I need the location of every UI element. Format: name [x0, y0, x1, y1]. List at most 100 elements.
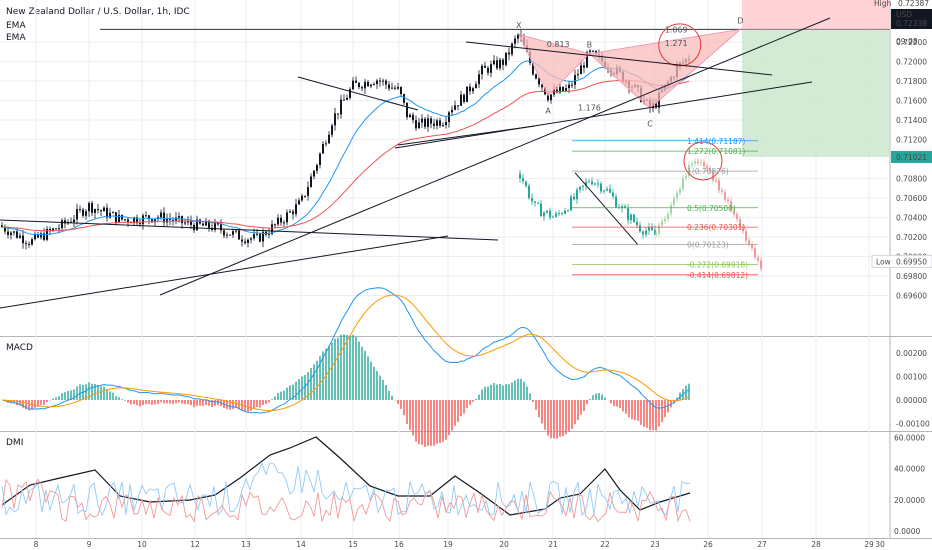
proj-body-18: [573, 196, 575, 200]
proj-body-24: [591, 181, 593, 185]
candle-body-125: [376, 80, 378, 85]
proj-body-49: [664, 219, 666, 222]
candle-body-163: [490, 64, 492, 73]
proj-body-29: [606, 188, 608, 191]
candle-body-57: [172, 219, 174, 222]
candle-body-123: [370, 84, 372, 87]
price-tick-3: 0.71600: [896, 97, 927, 106]
candle-body-157: [472, 88, 474, 92]
candle-body-81: [244, 241, 246, 244]
candle-body-68: [205, 220, 207, 226]
candle-body-60: [181, 215, 183, 224]
candle-body-32: [97, 209, 99, 211]
proj-body-76: [745, 231, 747, 241]
candle-body-138: [415, 120, 417, 129]
candle-body-23: [70, 221, 72, 223]
candle-body-116: [349, 89, 351, 98]
trendline-5: [465, 41, 773, 76]
candle-body-16: [49, 228, 51, 231]
candle-body-62: [187, 220, 189, 223]
trendline-1: [0, 235, 449, 309]
proj-body-3: [528, 185, 530, 198]
dmi-legend[interactable]: DMI: [6, 438, 24, 448]
candle-body-50: [151, 219, 153, 223]
candle-body-140: [421, 118, 423, 123]
candle-body-82: [247, 239, 249, 244]
price-tick-2: 0.71800: [896, 77, 927, 86]
candle-body-75: [226, 234, 228, 236]
candle-body-103: [310, 176, 312, 188]
proj-body-60: [697, 161, 699, 164]
proj-body-25: [594, 183, 596, 185]
candle-body-178: [535, 74, 537, 79]
candle-body-59: [178, 215, 180, 218]
proj-body-58: [691, 163, 693, 166]
candle-body-105: [316, 164, 318, 171]
di-plus-line: [1, 462, 691, 517]
candle-body-197: [592, 50, 594, 52]
candle-body-193: [580, 65, 582, 75]
candle-body-137: [412, 114, 414, 121]
candle-body-76: [229, 234, 231, 236]
candle-body-180: [541, 84, 543, 88]
candle-body-36: [109, 212, 111, 218]
candle-body-139: [418, 122, 420, 129]
candle-body-133: [400, 86, 402, 95]
candle-body-61: [184, 222, 186, 224]
proj-body-51: [670, 204, 672, 214]
macd-legend[interactable]: MACD: [6, 343, 33, 353]
proj-body-63: [706, 166, 708, 169]
low-label: Low: [876, 257, 891, 266]
ema-legend-1[interactable]: EMA: [6, 21, 26, 31]
time-tick-11: 22: [600, 540, 610, 549]
ema-legend-2[interactable]: EMA: [6, 33, 26, 43]
candle-body-38: [115, 212, 117, 223]
candle-body-185: [556, 89, 558, 93]
candle-body-112: [337, 113, 339, 115]
fib-level-label-7: -0.414(0.69812): [687, 271, 748, 280]
candle-body-7: [22, 235, 24, 244]
pattern-ratio-3: 1.176: [578, 103, 601, 112]
candle-body-153: [460, 94, 462, 106]
candle-body-65: [196, 219, 198, 231]
proj-body-31: [612, 192, 614, 197]
price-tick-12: 0.69600: [896, 292, 927, 301]
candle-body-4: [13, 231, 15, 233]
time-tick-2: 10: [137, 540, 147, 549]
proj-body-73: [736, 214, 738, 220]
candle-body-145: [436, 120, 438, 126]
candle-body-87: [262, 231, 264, 242]
proj-body-56: [685, 175, 687, 178]
proj-body-66: [715, 180, 717, 182]
candle-body-17: [52, 228, 54, 231]
proj-body-47: [658, 225, 660, 234]
candle-body-177: [532, 63, 534, 75]
proj-body-13: [558, 213, 560, 215]
candle-body-188: [565, 88, 567, 91]
candle-body-14: [43, 233, 45, 240]
candle-body-159: [478, 74, 480, 85]
trendline-6: [397, 125, 536, 146]
macd-tick-1: 0.00100: [896, 373, 927, 382]
candle-body-146: [439, 120, 441, 126]
candle-body-9: [28, 243, 30, 245]
proj-body-74: [739, 219, 741, 228]
candle-body-69: [208, 220, 210, 228]
candle-body-91: [274, 224, 276, 226]
candle-body-19: [58, 228, 60, 230]
time-tick-8: 19: [443, 540, 453, 549]
dmi-tick-3: 0.0000: [894, 527, 920, 536]
ratio-highlight-circle: [658, 23, 702, 67]
dmi-tick-0: 60.0000: [894, 433, 925, 442]
candle-body-136: [409, 114, 411, 118]
candle-body-189: [568, 84, 570, 89]
candle-body-142: [427, 118, 429, 127]
proj-body-38: [633, 214, 635, 222]
candle-body-172: [517, 34, 519, 39]
candle-body-166: [499, 59, 501, 69]
macd-tick-0: 0.00200: [896, 349, 927, 358]
candle-body-218: [655, 103, 657, 108]
candle-body-26: [79, 209, 81, 211]
candle-body-160: [481, 65, 483, 75]
